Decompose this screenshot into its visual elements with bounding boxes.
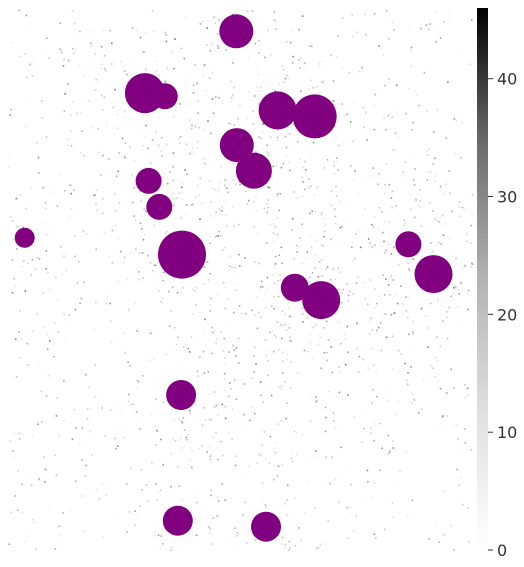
scatter-point bbox=[219, 128, 254, 163]
colorbar-tick-label: 30 bbox=[497, 188, 517, 207]
scatter-point bbox=[251, 511, 281, 542]
colorbar-tick-label: 20 bbox=[497, 305, 517, 324]
scatter-point bbox=[135, 167, 162, 194]
scatter-point bbox=[151, 83, 178, 110]
scatter-point bbox=[219, 14, 254, 49]
scatter-point bbox=[235, 152, 272, 189]
scatter-point bbox=[280, 273, 309, 302]
scatter-point bbox=[166, 380, 197, 410]
colorbar-tick-label: 10 bbox=[497, 423, 517, 442]
scatter-point bbox=[162, 505, 193, 536]
scatter-point bbox=[258, 91, 297, 130]
colorbar-tick-label: 0 bbox=[497, 541, 507, 560]
plot-background bbox=[8, 8, 472, 550]
scatter-point bbox=[414, 255, 453, 294]
scatter-point bbox=[395, 231, 422, 258]
colorbar: 0 10 20 30 40 bbox=[477, 8, 517, 560]
scatter-point bbox=[292, 94, 337, 139]
scatter-points bbox=[14, 14, 453, 542]
scatter-point bbox=[14, 227, 35, 248]
scatter-point bbox=[302, 281, 341, 320]
colorbar-gradient bbox=[477, 8, 488, 550]
plot-area bbox=[8, 8, 474, 552]
colorbar-ticks: 0 10 20 30 40 bbox=[488, 70, 517, 560]
scatter-point bbox=[158, 230, 206, 279]
scatter-point bbox=[146, 193, 173, 220]
colorbar-tick-label: 40 bbox=[497, 70, 517, 89]
